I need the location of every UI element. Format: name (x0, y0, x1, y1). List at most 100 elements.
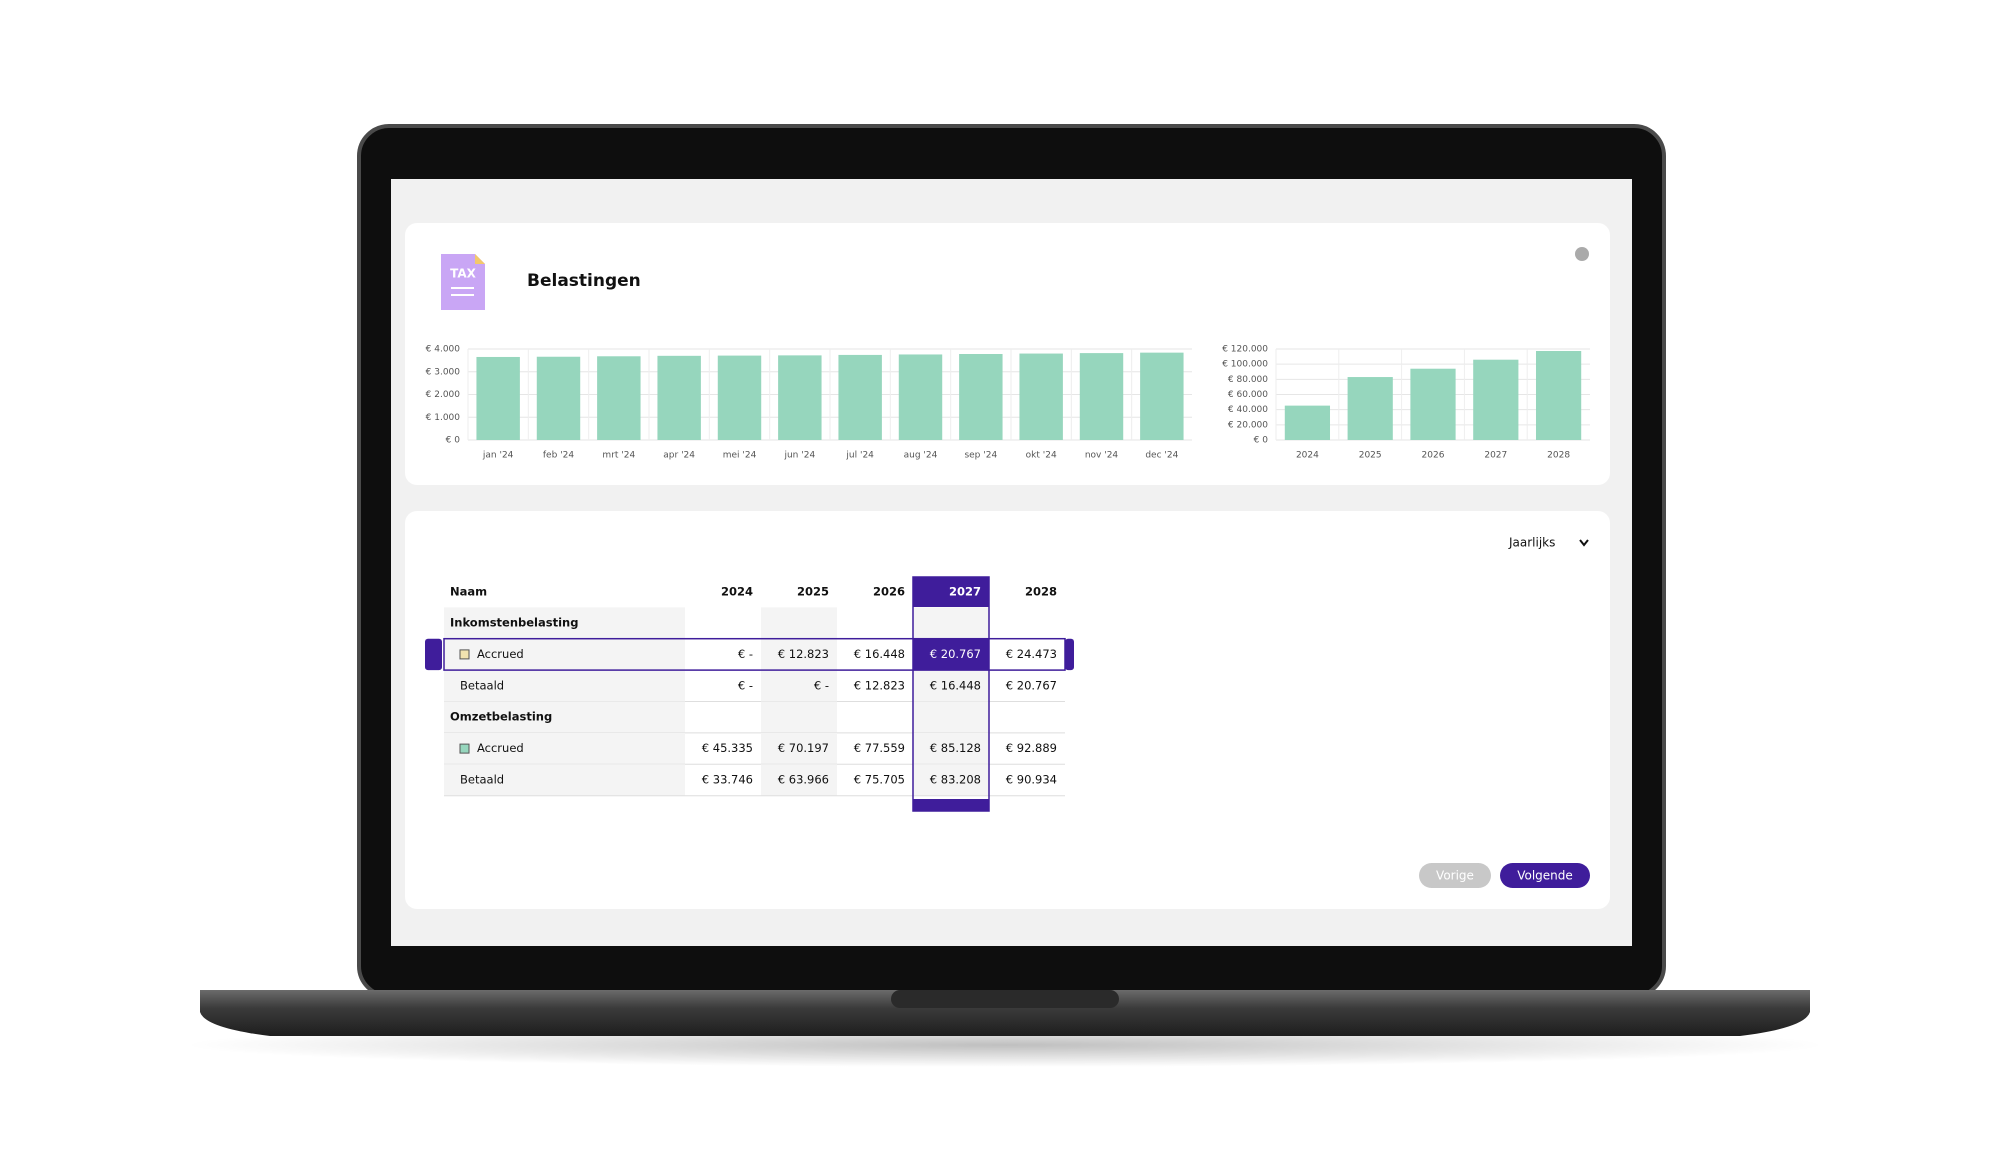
x-tick-label: 2024 (1296, 451, 1319, 461)
cell: € 77.559 (854, 741, 905, 755)
tax-icon-fold (475, 254, 485, 264)
x-tick-label: aug '24 (904, 451, 938, 461)
y-tick-label: € 120.000 (1222, 345, 1268, 355)
highlight-cell (913, 638, 989, 671)
cell: € 45.335 (702, 741, 753, 755)
row-name: Betaald (460, 678, 504, 692)
bar (959, 354, 1003, 440)
cell-bg (913, 701, 989, 733)
next-label: Volgende (1517, 869, 1573, 883)
y-tick-label: € 3.000 (426, 367, 461, 377)
cell: € - (814, 678, 829, 692)
cell: € 75.705 (854, 773, 905, 787)
bar (1535, 351, 1582, 440)
row-tab-right (1065, 638, 1074, 671)
bar (657, 355, 701, 440)
column-header: 2028 (1025, 585, 1057, 599)
bar (717, 355, 762, 440)
cell: € 92.889 (1006, 741, 1057, 755)
cell: € 20.767 (930, 647, 981, 661)
x-tick-label: mei '24 (723, 451, 757, 461)
row-marker (459, 649, 470, 660)
cell: € 83.208 (930, 773, 981, 787)
column-header: 2025 (797, 585, 829, 599)
row-tab-left (425, 638, 442, 671)
title: Belastingen (527, 271, 641, 291)
cell-bg (913, 670, 989, 702)
row-name: Betaald (460, 773, 504, 787)
table-card (405, 511, 1610, 909)
x-tick-label: feb '24 (543, 451, 574, 461)
x-tick-label: 2026 (1422, 451, 1445, 461)
bar (476, 356, 520, 440)
bar (1473, 359, 1519, 440)
cell: € 63.966 (778, 773, 829, 787)
column-header: 2026 (873, 585, 905, 599)
group-label: Inkomstenbelasting (450, 616, 578, 630)
bar (536, 356, 581, 440)
y-tick-label: € 20.000 (1228, 420, 1268, 430)
cell: € 85.128 (930, 741, 981, 755)
cell-bg (444, 701, 685, 733)
cell-bg (761, 670, 837, 702)
column-header: 2027 (949, 585, 981, 599)
bar (1019, 353, 1063, 440)
cell-bg (913, 764, 989, 796)
icon-label: TAX (450, 267, 477, 281)
y-tick-label: € 100.000 (1222, 360, 1268, 370)
column-header: 2024 (721, 585, 753, 599)
cell: € - (738, 647, 753, 661)
x-tick-label: mrt '24 (602, 451, 635, 461)
period-select[interactable]: Jaarlijks (1508, 536, 1555, 550)
y-tick-label: € 0 (446, 436, 461, 446)
bar (778, 355, 822, 440)
bar (1347, 377, 1393, 440)
cell-bg (444, 670, 685, 702)
y-tick-label: € 0 (1254, 436, 1269, 446)
cell: € 20.767 (1006, 678, 1057, 692)
cell-bg (761, 638, 837, 671)
previous-button[interactable] (1419, 863, 1491, 888)
cell-bg (444, 607, 685, 639)
x-tick-label: sep '24 (964, 451, 997, 461)
cell-bg (761, 607, 837, 639)
highlight-tab (913, 799, 989, 811)
cell-bg (444, 764, 685, 796)
cell: € 90.934 (1006, 773, 1057, 787)
x-tick-label: apr '24 (663, 451, 695, 461)
y-tick-label: € 40.000 (1228, 405, 1268, 415)
previous-label: Vorige (1436, 869, 1474, 883)
y-tick-label: € 4.000 (426, 345, 461, 355)
bar (1284, 405, 1331, 440)
cell: € - (738, 678, 753, 692)
cell: € 24.473 (1006, 647, 1057, 661)
highlight-header (913, 577, 989, 607)
cell-bg (913, 732, 989, 765)
cell: € 70.197 (778, 741, 829, 755)
row-name: Accrued (477, 741, 524, 755)
cell: € 16.448 (930, 678, 981, 692)
info-icon[interactable] (1575, 247, 1589, 261)
y-tick-label: € 2.000 (426, 390, 461, 400)
cell-bg (913, 607, 989, 639)
cell-bg (761, 732, 837, 765)
chart-card (405, 223, 1610, 485)
laptop-base (200, 990, 1810, 1036)
cell-bg (761, 764, 837, 796)
x-tick-label: 2025 (1359, 451, 1382, 461)
bar (1410, 368, 1456, 440)
y-tick-label: € 60.000 (1228, 390, 1268, 400)
x-tick-label: jun '24 (783, 451, 815, 461)
cell: € 12.823 (778, 647, 829, 661)
bar (1079, 353, 1124, 440)
cell: € 33.746 (702, 773, 753, 787)
x-tick-label: okt '24 (1026, 451, 1057, 461)
cell: € 16.448 (854, 647, 905, 661)
next-button[interactable] (1500, 863, 1590, 888)
cell-bg (444, 732, 685, 765)
y-tick-label: € 80.000 (1228, 375, 1268, 385)
cell-bg (761, 701, 837, 733)
bar (838, 354, 882, 440)
